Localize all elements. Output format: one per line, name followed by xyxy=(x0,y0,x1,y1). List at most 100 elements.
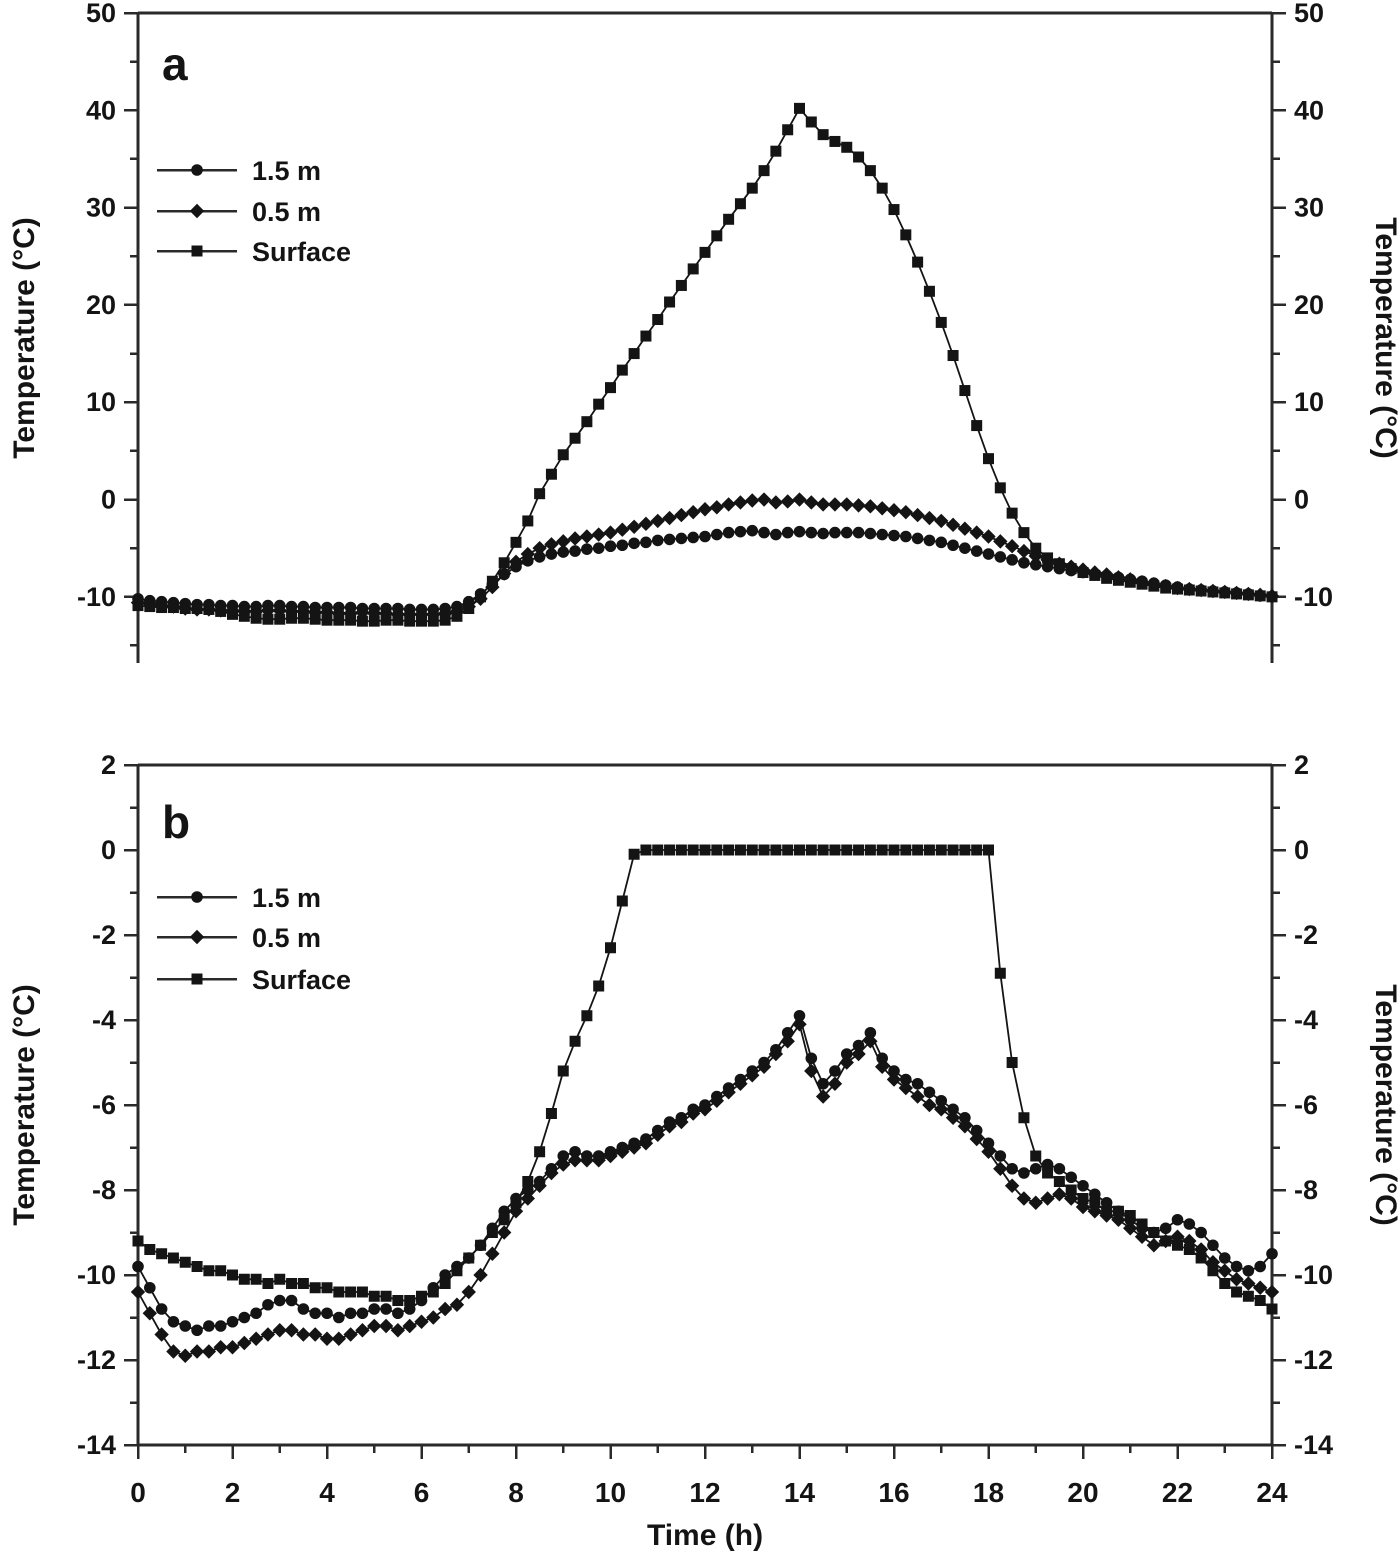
series-marker-a-circle xyxy=(994,551,1007,563)
series-marker-b-diamond xyxy=(874,1059,890,1074)
series-marker-a-square xyxy=(486,575,498,587)
y-tick-label-right: -6 xyxy=(1294,1090,1318,1120)
series-marker-b-diamond xyxy=(260,1327,276,1342)
y-tick-label-right: 20 xyxy=(1294,290,1324,320)
y-tick-label-left: 10 xyxy=(86,387,116,417)
series-marker-a-diamond xyxy=(319,605,335,620)
series-marker-a-square xyxy=(156,602,168,614)
series-marker-b-diamond xyxy=(662,1119,677,1134)
series-marker-a-circle xyxy=(770,528,782,541)
y-tick-label-right: 0 xyxy=(1294,485,1309,515)
series-marker-b-circle xyxy=(356,1307,369,1320)
series-marker-a-square xyxy=(1042,552,1054,564)
y-tick-label-left: -14 xyxy=(77,1430,116,1460)
series-marker-b-square xyxy=(1148,1227,1160,1238)
series-marker-b-circle xyxy=(273,1294,286,1307)
series-marker-b-square xyxy=(1207,1265,1219,1277)
series-marker-b-square xyxy=(971,844,983,856)
series-marker-b-square xyxy=(805,844,817,856)
series-marker-b-circle xyxy=(1266,1247,1278,1260)
series-marker-a-square xyxy=(1160,582,1172,594)
series-marker-b-square xyxy=(380,1290,392,1302)
series-marker-b-circle xyxy=(321,1307,333,1320)
y-tick-label-right: -4 xyxy=(1294,1005,1318,1035)
series-marker-a-circle xyxy=(1006,554,1018,566)
y-tick-label-left: 0 xyxy=(101,835,116,865)
series-marker-b-square xyxy=(463,1252,475,1264)
series-marker-a-diamond xyxy=(307,605,323,620)
series-marker-a-diamond xyxy=(520,546,536,562)
x-tick-label: 6 xyxy=(414,1477,430,1508)
series-marker-b-circle xyxy=(392,1307,404,1320)
series-marker-b-diamond xyxy=(650,1127,665,1142)
series-marker-b-square xyxy=(498,1214,510,1226)
series-marker-a-square xyxy=(664,296,676,308)
series-marker-b-diamond xyxy=(426,1310,441,1325)
y-tick-label-left: -12 xyxy=(77,1345,116,1375)
series-marker-a-square xyxy=(711,230,723,242)
series-marker-a-square xyxy=(1207,586,1219,598)
series-marker-a-circle xyxy=(876,528,888,541)
series-marker-a-square xyxy=(368,615,380,627)
series-marker-a-square xyxy=(1254,590,1266,602)
y-tick-label-left: 40 xyxy=(86,95,116,125)
series-marker-a-circle xyxy=(711,528,723,541)
series-marker-a-square xyxy=(167,602,179,614)
series-marker-b-square xyxy=(1219,1278,1231,1289)
y-tick-label-right: -10 xyxy=(1294,1260,1333,1290)
series-marker-a-diamond xyxy=(815,497,831,512)
series-marker-b-circle xyxy=(368,1303,381,1315)
series-marker-b-square xyxy=(746,844,758,856)
series-marker-b-diamond xyxy=(981,1144,996,1159)
series-marker-a-square xyxy=(853,151,865,163)
series-marker-b-diamond xyxy=(402,1318,417,1334)
series-marker-b-square xyxy=(1195,1252,1207,1264)
series-marker-a-diamond xyxy=(804,495,819,510)
series-marker-b-diamond xyxy=(626,1140,642,1155)
series-marker-b-diamond xyxy=(792,1017,807,1032)
series-marker-a-diamond xyxy=(284,604,299,619)
series-marker-b-square xyxy=(616,895,628,907)
series-marker-a-circle xyxy=(864,527,877,540)
series-marker-b-diamond xyxy=(934,1102,949,1117)
series-marker-a-circle xyxy=(545,548,558,560)
series-marker-b-diamond xyxy=(331,1331,347,1346)
series-marker-b-diamond xyxy=(1004,1178,1020,1193)
series-marker-b-square xyxy=(947,844,959,856)
series-marker-b-square xyxy=(959,844,971,856)
series-marker-b-circle xyxy=(1171,1213,1184,1226)
series-marker-b-square xyxy=(167,1252,179,1264)
series-marker-b-square xyxy=(356,1286,368,1298)
series-marker-a-square xyxy=(888,204,900,216)
series-marker-b-diamond xyxy=(1252,1280,1268,1295)
series-marker-b-square xyxy=(545,1108,557,1119)
series-marker-a-circle xyxy=(675,532,688,545)
series-marker-b-circle xyxy=(864,1026,877,1039)
series-marker-b-diamond xyxy=(437,1301,453,1317)
series-marker-a-square xyxy=(1065,563,1077,575)
series-marker-b-circle xyxy=(1183,1218,1196,1230)
x-tick-label: 12 xyxy=(689,1477,720,1508)
series-marker-a-diamond xyxy=(910,507,925,523)
series-marker-b-circle xyxy=(935,1094,948,1107)
series-marker-b-square xyxy=(935,844,947,856)
series-marker-b-diamond xyxy=(993,1161,1008,1176)
series-marker-a-square xyxy=(912,256,924,268)
series-marker-b-diamond xyxy=(532,1178,547,1193)
series-marker-b-circle xyxy=(1006,1162,1018,1175)
series-marker-b-diamond xyxy=(556,1157,571,1172)
series-marker-a-circle xyxy=(616,539,629,552)
series-marker-a-square xyxy=(1266,591,1278,603)
series-marker-b-diamond xyxy=(461,1284,476,1300)
series-marker-b-circle xyxy=(380,1303,392,1315)
series-marker-b-diamond xyxy=(922,1097,937,1113)
series-marker-a-square xyxy=(1030,542,1042,554)
series-marker-b-diamond xyxy=(756,1059,772,1074)
series-marker-b-square xyxy=(758,844,770,856)
series-marker-a-circle xyxy=(888,529,900,542)
series-marker-a-square xyxy=(451,610,463,622)
series-marker-a-diamond xyxy=(296,604,311,619)
y-tick-label-right: 40 xyxy=(1294,95,1324,125)
series-marker-b-circle xyxy=(1018,1167,1030,1179)
